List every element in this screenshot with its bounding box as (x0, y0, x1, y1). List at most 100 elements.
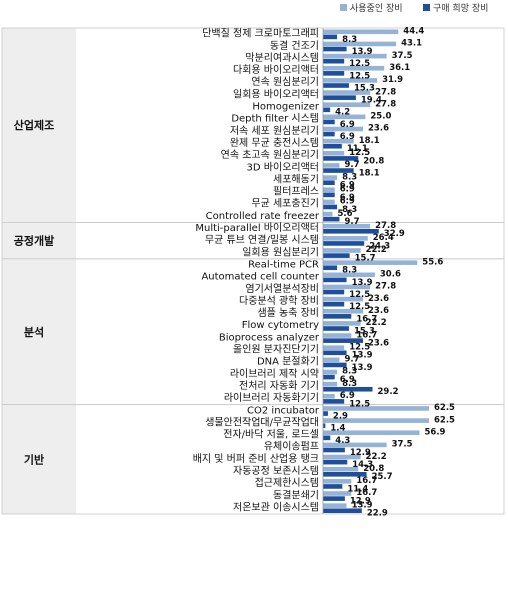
category-label: 전처리 자동화 기기 (239, 380, 319, 392)
bar-used (323, 126, 364, 132)
category-label: 연속 초고속 원심분리기 (221, 149, 319, 161)
bar-used (323, 345, 345, 350)
bar-wanted (323, 435, 331, 441)
value-label-used: 43.1 (401, 39, 422, 49)
value-label-wanted: 11.4 (347, 484, 368, 494)
value-label-used: 56.9 (425, 427, 446, 437)
bar-wanted (323, 107, 331, 113)
group-panel-2 (2, 258, 76, 405)
bar-wanted (323, 131, 335, 137)
bar-used (323, 272, 375, 278)
value-label-wanted: 12.5 (349, 290, 370, 300)
bar-used (323, 284, 371, 290)
bar-wanted (323, 326, 349, 331)
bar-used (323, 248, 361, 253)
bar-used (323, 442, 387, 448)
bar-used (323, 187, 335, 193)
category-label: 무균 튜브 연결/밀봉 시스템 (205, 234, 319, 246)
bar-wanted (323, 143, 342, 149)
value-label-used: 37.5 (392, 51, 413, 61)
group-label-0: 산업제조 (14, 118, 54, 132)
value-label-wanted: 13.9 (352, 47, 373, 57)
value-label-wanted: 12.5 (349, 71, 370, 81)
group-label-1: 공정개발 (14, 234, 54, 248)
legend-label-0: 사용중인 장비 (350, 3, 403, 14)
value-label-used: 6.9 (340, 197, 355, 207)
bar-used (323, 321, 361, 326)
bar-wanted (323, 338, 364, 343)
bar-used (323, 211, 333, 217)
bar-used (323, 491, 352, 496)
value-label-used: 9.7 (344, 355, 359, 365)
value-label-used: 26.4 (373, 233, 394, 243)
bar-wanted (323, 301, 345, 307)
value-label-wanted: 11.1 (347, 144, 368, 154)
category-label: 올인원 분자진단기기 (233, 344, 319, 356)
bar-wanted (323, 277, 347, 283)
bar-wanted (323, 71, 345, 76)
value-label-wanted: 8.3 (342, 35, 357, 45)
bar-used (323, 308, 364, 314)
value-label-used: 22.2 (366, 245, 387, 255)
bar-wanted (323, 83, 349, 88)
category-label: 단백질 정제 크로마토그래피 (202, 28, 319, 40)
value-label-used: 6.9 (340, 184, 355, 194)
category-label: Controlled rate freezer (206, 211, 320, 222)
bar-wanted (323, 204, 338, 210)
bar-used (323, 114, 366, 120)
group-panel-0 (2, 28, 76, 223)
bars (322, 28, 429, 514)
value-label-used: 23.6 (368, 306, 389, 316)
category-label: 염기서열분석장비 (245, 283, 319, 295)
bar-used (323, 369, 338, 375)
value-label-used: 31.9 (382, 75, 403, 85)
category-label: 다중분석 광학 장비 (239, 295, 319, 307)
category-label: 일회용 바이오리액터 (233, 88, 319, 100)
value-label-used: 12.5 (349, 342, 370, 352)
bar-wanted (323, 386, 373, 392)
bar-used (323, 102, 371, 107)
value-label-used: 20.8 (363, 464, 384, 474)
value-label-wanted: 1.4 (330, 424, 345, 434)
bar-wanted (323, 411, 328, 416)
bar-used (323, 333, 352, 338)
bar-wanted (323, 253, 350, 258)
value-label-wanted: 12.5 (349, 399, 370, 409)
value-label-used: 12.5 (349, 148, 370, 158)
bar-wanted (323, 459, 348, 465)
value-label-wanted: 4.3 (335, 436, 350, 446)
value-label-wanted: 13.9 (352, 363, 373, 373)
legend-swatch-0 (340, 4, 347, 11)
group-panel-3 (2, 404, 76, 514)
value-label-wanted: 6.9 (340, 193, 355, 203)
group-panel-1 (2, 222, 76, 259)
value-label-wanted: 6.9 (340, 120, 355, 130)
bar-wanted (323, 216, 340, 222)
value-label-used: 27.8 (375, 87, 396, 97)
value-label-wanted: 12.5 (349, 59, 370, 69)
group-panels (1, 27, 505, 515)
bar-wanted (323, 119, 335, 125)
category-label: 샘플 농축 장비 (257, 307, 319, 319)
category-label: 저속 세포 원심분리기 (230, 125, 319, 137)
value-label-used: 27.8 (375, 221, 396, 231)
category-label: 필터프레스 (273, 186, 319, 198)
value-label-used: 6.9 (340, 391, 355, 401)
bar-wanted (323, 423, 326, 428)
value-label-wanted: 15.3 (354, 83, 375, 93)
value-label-used: 8.3 (342, 379, 357, 389)
category-label: Flow cytometry (242, 320, 319, 331)
value-label-used: 27.8 (375, 99, 396, 109)
value-label-wanted: 14.3 (352, 460, 373, 470)
category-label: 자동공정 보존시스템 (233, 465, 319, 477)
category-label: 라이브러리 제작 시약 (230, 368, 319, 380)
bar-used (323, 151, 345, 156)
value-label-wanted: 16.7 (356, 314, 377, 324)
bar-used (323, 236, 368, 241)
value-label-wanted: 4.2 (335, 108, 350, 118)
bar-wanted (323, 314, 352, 319)
value-label-used: 5.6 (337, 209, 352, 219)
legend: 사용중인 장비 구매 희망 장비 (340, 2, 488, 14)
value-label-used: 62.5 (434, 403, 455, 413)
value-label-wanted: 25.7 (372, 472, 393, 482)
